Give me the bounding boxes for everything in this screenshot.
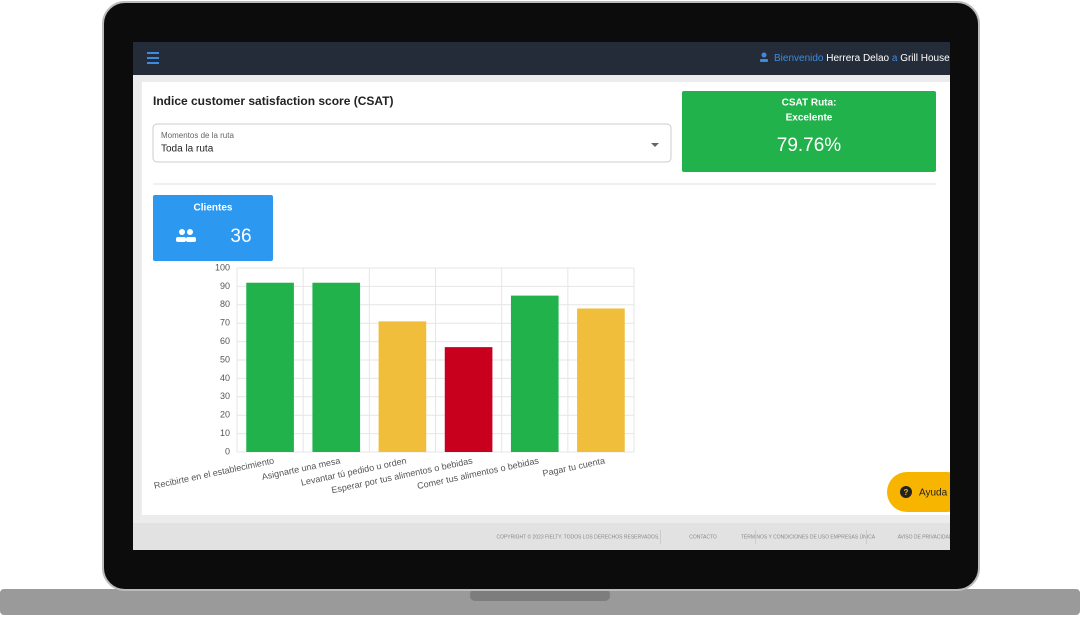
select-label: Momentos de la ruta	[161, 131, 234, 140]
user-name: Herrera Delao	[826, 53, 889, 64]
footer-link: TÉRMINOS Y CONDICIONES DE USO EMPRESAS Ú…	[741, 533, 876, 540]
help-icon-glyph: ?	[904, 488, 909, 497]
user-icon	[760, 52, 768, 62]
bar	[246, 282, 294, 452]
bar	[378, 321, 427, 452]
people-icon	[176, 229, 196, 242]
panel-title: Indice customer satisfaction score (CSAT…	[153, 94, 394, 108]
y-tick-label: 20	[220, 410, 230, 420]
bar	[510, 295, 559, 452]
y-tick-label: 30	[220, 391, 230, 401]
y-tick-label: 0	[225, 446, 230, 456]
y-tick-label: 80	[220, 299, 230, 309]
y-tick-label: 70	[220, 318, 230, 328]
y-tick-label: 10	[220, 428, 230, 438]
bar	[312, 282, 361, 452]
laptop-base	[0, 589, 1080, 615]
footer	[133, 523, 950, 550]
help-icon	[900, 486, 912, 498]
csat-status: Excelente	[786, 113, 833, 124]
connector: a	[892, 53, 898, 64]
select[interactable]	[152, 123, 672, 163]
help-label: Ayuda	[919, 488, 948, 499]
laptop-notch	[470, 589, 610, 601]
company: Grill House	[900, 53, 950, 64]
csat-title: CSAT Ruta:	[782, 98, 837, 109]
footer-link: AVISO DE PRIVACIDAD	[898, 534, 953, 540]
navbar	[133, 42, 950, 75]
csat-value: 79.76%	[777, 135, 842, 156]
welcome: Bienvenido Herrera Delao a Grill House	[774, 53, 950, 64]
dropdown-arrow	[651, 143, 659, 147]
bar	[444, 347, 493, 452]
y-tick-label: 100	[215, 262, 230, 272]
footer-link: COPYRIGHT © 2023 FIELTY. TODOS LOS DEREC…	[496, 533, 659, 540]
clients-value: 36	[230, 226, 251, 247]
clients-label: Clientes	[194, 203, 233, 214]
y-tick-label: 60	[220, 336, 230, 346]
help-button[interactable]	[887, 472, 967, 512]
footer-link: CONTACTO	[689, 534, 717, 540]
clients-card	[153, 195, 273, 261]
csat-card	[682, 91, 936, 172]
y-tick-label: 90	[220, 281, 230, 291]
menu-icon[interactable]	[147, 52, 159, 64]
welcome-text: Bienvenido	[774, 53, 824, 64]
y-tick-label: 40	[220, 373, 230, 383]
select-value: Toda la ruta	[161, 144, 214, 155]
bar	[577, 308, 625, 452]
y-tick-label: 50	[220, 354, 230, 364]
